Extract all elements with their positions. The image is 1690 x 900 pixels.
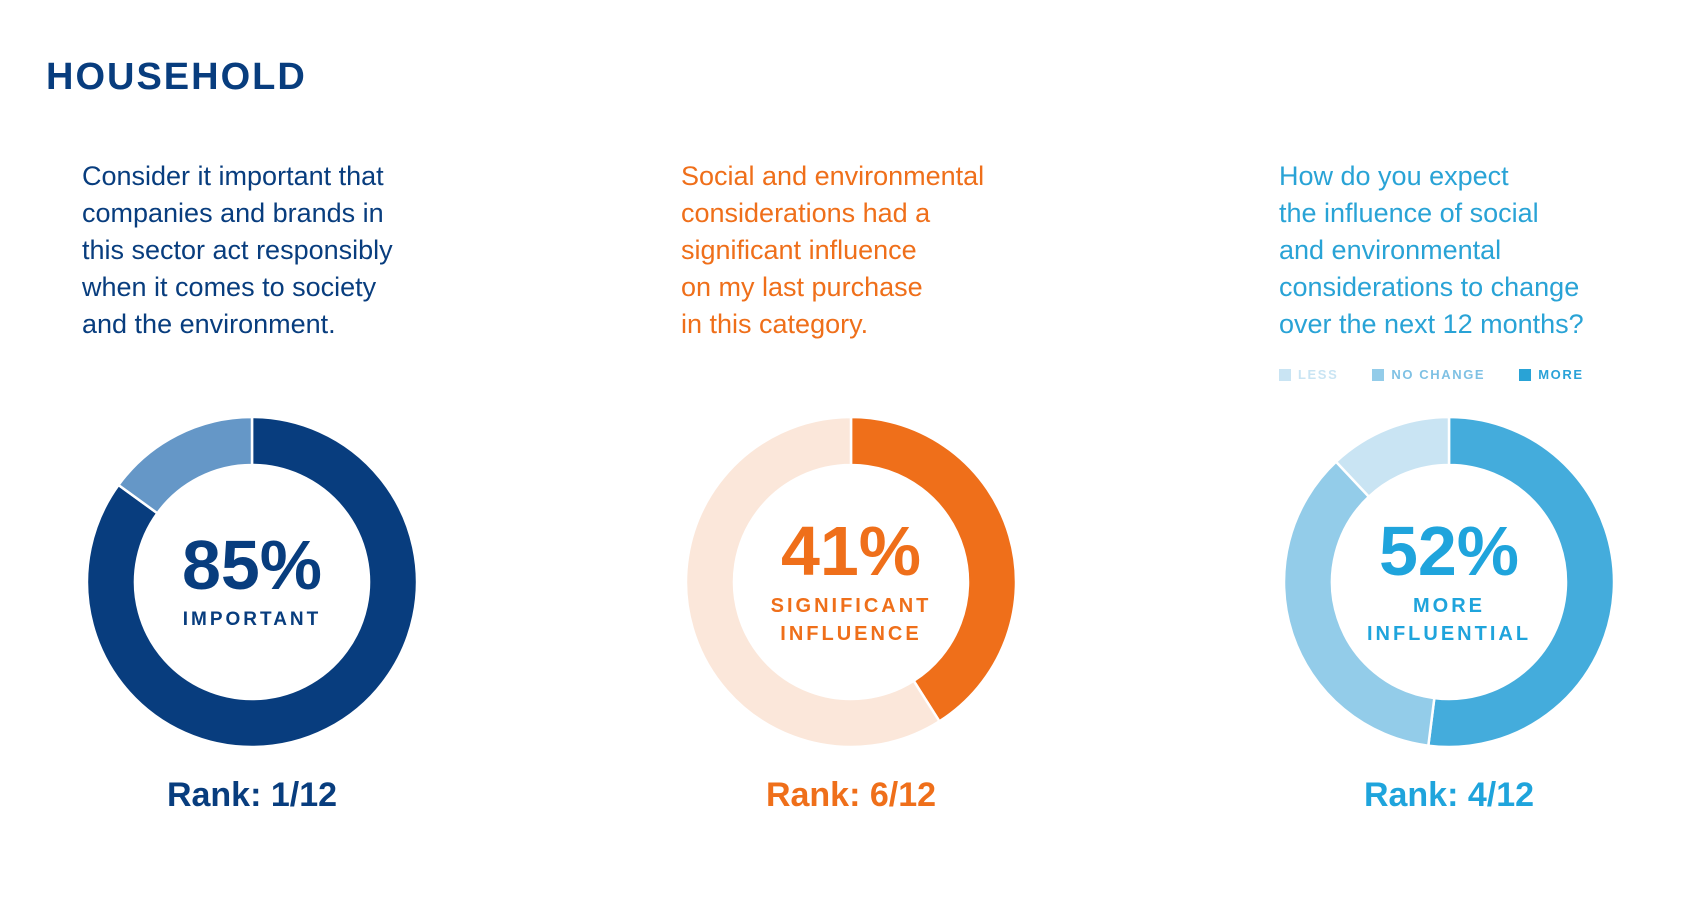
question-line: this sector act responsibly bbox=[82, 235, 393, 265]
donut-slice bbox=[116, 415, 254, 515]
legend-label: LESS bbox=[1298, 367, 1339, 382]
rank-text: Rank: 6/12 bbox=[765, 776, 937, 814]
center-label: MORE bbox=[1413, 595, 1485, 617]
question-line: considerations to change bbox=[1279, 272, 1580, 302]
donut-slice bbox=[1282, 459, 1436, 748]
question-line: and environmental bbox=[1279, 235, 1502, 265]
donut-center: 85% IMPORTANT bbox=[82, 412, 422, 752]
donut-slice bbox=[1426, 415, 1616, 749]
center-label: SIGNIFICANT bbox=[770, 595, 932, 617]
chart-panel-influence: Social and environmental considerations … bbox=[681, 0, 1201, 900]
question-line: considerations had a bbox=[681, 198, 931, 228]
legend-label: NO CHANGE bbox=[1391, 367, 1486, 382]
chart-legend: LESS NO CHANGE MORE bbox=[1279, 367, 1584, 382]
center-percentage: 85% bbox=[181, 526, 323, 604]
legend-label: MORE bbox=[1538, 367, 1584, 382]
donut-slice bbox=[85, 415, 419, 749]
question-line: Consider it important that bbox=[82, 161, 384, 191]
donut-slice bbox=[849, 415, 1018, 724]
legend-item-less: LESS bbox=[1279, 367, 1338, 382]
question-line: on my last purchase bbox=[681, 272, 923, 302]
legend-item-more: MORE bbox=[1519, 367, 1583, 382]
donut-chart-expectation bbox=[1282, 415, 1616, 749]
donut-slice bbox=[684, 415, 942, 749]
center-label: INFLUENTIAL bbox=[1366, 623, 1532, 645]
legend-item-no-change: NO CHANGE bbox=[1372, 367, 1485, 382]
rank-text: Rank: 1/12 bbox=[166, 776, 338, 814]
legend-swatch bbox=[1372, 368, 1385, 381]
section-heading: HOUSEHOLD bbox=[46, 56, 307, 98]
legend-swatch bbox=[1519, 368, 1532, 381]
donut-center: 41% SIGNIFICANT INFLUENCE bbox=[681, 412, 1021, 752]
question-line: significant influence bbox=[681, 235, 917, 265]
rank-text: Rank: 4/12 bbox=[1363, 776, 1535, 814]
donut-chart-influence bbox=[684, 415, 1018, 749]
question-text: How do you expect the influence of socia… bbox=[1279, 158, 1690, 343]
center-percentage: 52% bbox=[1378, 512, 1520, 590]
question-line: when it comes to society bbox=[82, 272, 377, 302]
donut-center: 52% MORE INFLUENTIAL bbox=[1279, 412, 1619, 752]
question-text: Consider it important that companies and… bbox=[82, 158, 552, 343]
donut-chart-important bbox=[85, 415, 419, 749]
question-line: over the next 12 months? bbox=[1279, 309, 1584, 339]
donut-slice bbox=[1334, 415, 1451, 499]
center-percentage: 41% bbox=[780, 512, 922, 590]
center-label: IMPORTANT bbox=[182, 609, 322, 630]
question-text: Social and environmental considerations … bbox=[681, 158, 1151, 343]
question-line: and the environment. bbox=[82, 309, 336, 339]
legend-swatch bbox=[1279, 368, 1291, 381]
chart-panel-important: Consider it important that companies and… bbox=[82, 0, 602, 900]
question-line: in this category. bbox=[681, 309, 869, 339]
question-line: How do you expect bbox=[1279, 161, 1509, 191]
question-line: Social and environmental bbox=[681, 161, 985, 191]
question-line: companies and brands in bbox=[82, 198, 384, 228]
question-line: the influence of social bbox=[1279, 198, 1539, 228]
chart-panel-expectation: How do you expect the influence of socia… bbox=[1279, 0, 1690, 900]
center-label: INFLUENCE bbox=[780, 623, 922, 645]
